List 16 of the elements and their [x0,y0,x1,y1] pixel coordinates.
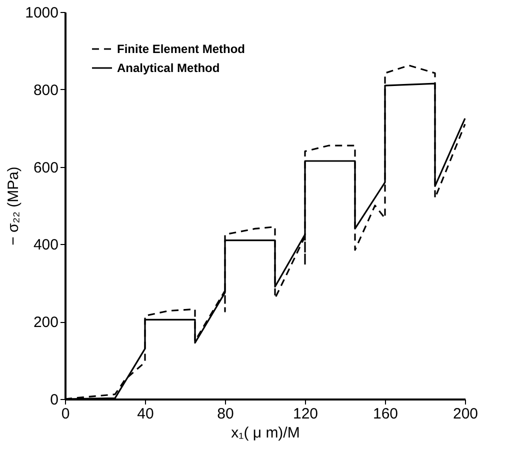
x-axis-title: x₁( μ m)/M [231,424,300,442]
y-tick-label: 600 [33,159,58,176]
y-axis-title: − σ₂₂ (MPa) [5,166,22,246]
x-tick-label: 0 [61,406,70,422]
x-tick-label: 160 [372,406,398,422]
y-tick-label: 1000 [25,4,58,22]
y-tick-label: 400 [33,236,58,254]
legend-label: Finite Element Method [117,42,246,56]
legend-label: Analytical Method [117,61,220,75]
x-tick-label: 120 [292,406,318,422]
y-tick-label: 0 [50,392,58,408]
y-tick-label: 800 [33,82,58,99]
x-tick-label: 40 [137,406,154,422]
y-tick-label: 200 [33,314,58,332]
x-tick-label: 200 [452,406,478,422]
x-tick-label: 80 [217,406,234,422]
